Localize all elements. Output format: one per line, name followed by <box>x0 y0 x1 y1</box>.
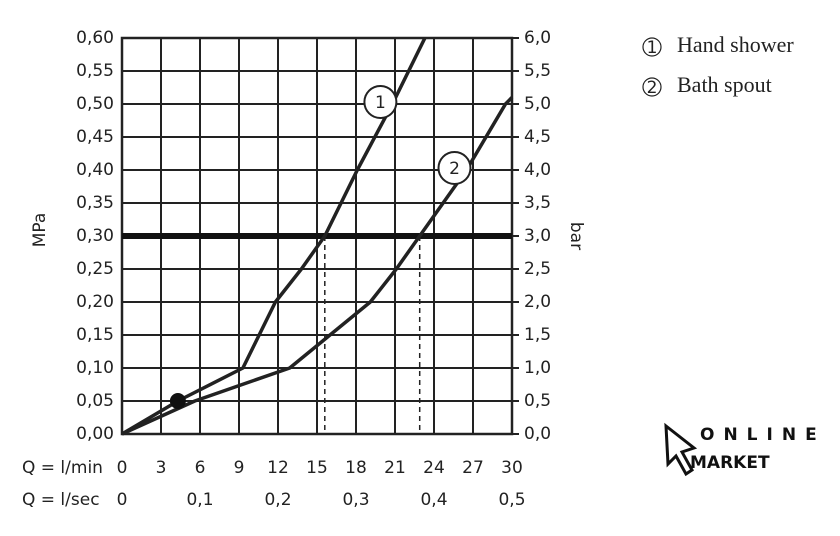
x-tick-label: 9 <box>234 458 245 478</box>
y-tick-label: 0,35 <box>76 193 114 213</box>
series-label-circle <box>363 85 398 119</box>
x-axis-label: Q = l/min <box>22 458 103 478</box>
y-tick-label: 0,40 <box>76 160 114 180</box>
x-tick-label: 0 <box>117 458 128 478</box>
x2-tick-label: 0,2 <box>264 490 291 510</box>
x-tick-label: 21 <box>384 458 406 478</box>
y2-tick-label: 2,5 <box>524 259 551 279</box>
x2-tick-label: 0 <box>117 490 128 510</box>
y2-tick-label: 0,5 <box>524 391 551 411</box>
y-tick-label: 0,25 <box>76 259 114 279</box>
series-label-circle <box>437 151 472 185</box>
y-tick-label: 0,05 <box>76 391 114 411</box>
y2-tick-label: 6,0 <box>524 28 551 48</box>
y-tick-label: 0,60 <box>76 28 114 48</box>
y2-tick-label: 5,5 <box>524 61 551 81</box>
y-tick-label: 0,20 <box>76 292 114 312</box>
y-tick-label: 0,30 <box>76 226 114 246</box>
series-line <box>121 37 427 436</box>
y2-tick-label: 1,5 <box>524 325 551 345</box>
legend-entry: Bath spout <box>677 72 772 97</box>
x2-axis-label: Q = l/sec <box>22 490 100 510</box>
y2-tick-label: 0,0 <box>524 424 551 444</box>
legend-marker <box>642 77 662 97</box>
y-axis-label: MPa <box>30 213 50 248</box>
logo-text: MARKET <box>690 453 770 473</box>
x-tick-label: 6 <box>195 458 206 478</box>
legend-entry: Hand shower <box>677 32 794 57</box>
x-tick-label: 18 <box>345 458 367 478</box>
y2-tick-label: 3,0 <box>524 226 551 246</box>
y-tick-label: 0,00 <box>76 424 114 444</box>
legend-marker <box>642 37 662 57</box>
x2-tick-label: 0,5 <box>498 490 525 510</box>
y2-tick-label: 2,0 <box>524 292 551 312</box>
x-tick-label: 24 <box>423 458 445 478</box>
y2-tick-label: 5,0 <box>524 94 551 114</box>
x2-tick-label: 0,1 <box>186 490 213 510</box>
y2-axis-label: bar <box>566 222 586 250</box>
series-label: 1 <box>375 93 386 113</box>
legend-marker-label: 2 <box>647 78 658 98</box>
x2-tick-label: 0,3 <box>342 490 369 510</box>
x-tick-label: 12 <box>267 458 289 478</box>
point <box>169 393 186 409</box>
y2-tick-label: 1,0 <box>524 358 551 378</box>
y-tick-label: 0,15 <box>76 325 114 345</box>
series-label: 2 <box>449 159 460 179</box>
logo: ONLINE MARKET <box>664 422 826 477</box>
y-tick-label: 0,10 <box>76 358 114 378</box>
logo-cursor <box>664 422 698 477</box>
y2-tick-label: 4,5 <box>524 127 551 147</box>
x-tick-label: 15 <box>306 458 328 478</box>
y-tick-label: 0,50 <box>76 94 114 114</box>
x-tick-label: 3 <box>156 458 167 478</box>
logo-text: ONLINE <box>700 425 826 445</box>
x-tick-label: 27 <box>462 458 484 478</box>
y2-tick-label: 3,5 <box>524 193 551 213</box>
y2-tick-label: 4,0 <box>524 160 551 180</box>
y-tick-label: 0,55 <box>76 61 114 81</box>
series-line <box>121 96 514 436</box>
y-tick-label: 0,45 <box>76 127 114 147</box>
x2-tick-label: 0,4 <box>420 490 447 510</box>
legend-marker-label: 1 <box>647 38 658 58</box>
x-tick-label: 30 <box>501 458 523 478</box>
